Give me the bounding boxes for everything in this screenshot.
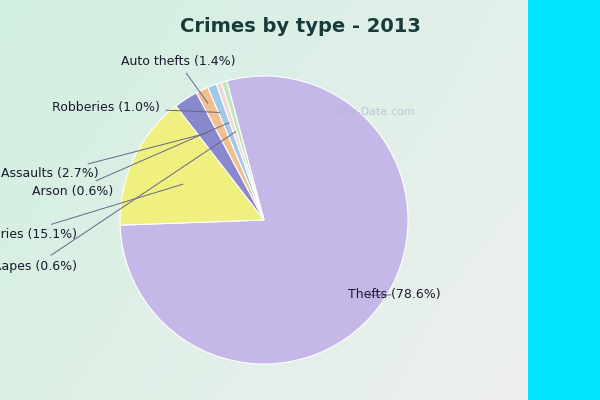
Text: Auto thefts (1.4%): Auto thefts (1.4%) xyxy=(121,55,235,103)
Wedge shape xyxy=(120,76,408,364)
Wedge shape xyxy=(221,81,264,220)
Wedge shape xyxy=(176,93,264,220)
Text: City-Data.com: City-Data.com xyxy=(335,107,415,117)
Wedge shape xyxy=(208,84,264,220)
Wedge shape xyxy=(120,106,264,225)
Text: Crimes by type - 2013: Crimes by type - 2013 xyxy=(179,17,421,36)
Wedge shape xyxy=(196,87,264,220)
Text: Rapes (0.6%): Rapes (0.6%) xyxy=(0,132,236,272)
Wedge shape xyxy=(217,82,264,220)
Text: Assaults (2.7%): Assaults (2.7%) xyxy=(1,134,205,180)
Text: Arson (0.6%): Arson (0.6%) xyxy=(32,123,229,198)
Text: Robberies (1.0%): Robberies (1.0%) xyxy=(52,101,220,114)
Text: Thefts (78.6%): Thefts (78.6%) xyxy=(347,288,440,301)
Text: Burglaries (15.1%): Burglaries (15.1%) xyxy=(0,184,183,241)
